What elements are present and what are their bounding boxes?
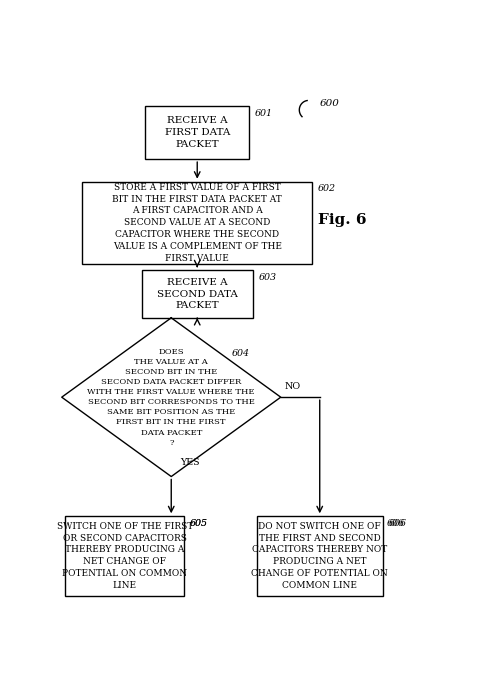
Text: STORE A FIRST VALUE OF A FIRST
BIT IN THE FIRST DATA PACKET AT
A FIRST CAPACITOR: STORE A FIRST VALUE OF A FIRST BIT IN TH… — [113, 183, 282, 262]
Text: RECEIVE A
SECOND DATA
PACKET: RECEIVE A SECOND DATA PACKET — [157, 278, 238, 311]
Text: 605: 605 — [190, 519, 208, 528]
Text: 604: 604 — [231, 348, 250, 357]
Text: RECEIVE A
FIRST DATA
PACKET: RECEIVE A FIRST DATA PACKET — [165, 116, 230, 149]
Text: DO NOT SWITCH ONE OF
THE FIRST AND SECOND
CAPACITORS THEREBY NOT
PRODUCING A NET: DO NOT SWITCH ONE OF THE FIRST AND SECON… — [251, 522, 388, 590]
FancyBboxPatch shape — [82, 181, 312, 264]
FancyBboxPatch shape — [66, 516, 184, 596]
FancyBboxPatch shape — [145, 106, 249, 159]
Text: 605: 605 — [190, 519, 208, 528]
FancyBboxPatch shape — [257, 516, 383, 596]
FancyBboxPatch shape — [142, 270, 253, 318]
Text: DOES
THE VALUE AT A
SECOND BIT IN THE
SECOND DATA PACKET DIFFER
WITH THE FIRST V: DOES THE VALUE AT A SECOND BIT IN THE SE… — [88, 348, 255, 447]
Text: 606: 606 — [387, 519, 405, 528]
Text: Fig. 6: Fig. 6 — [318, 213, 366, 227]
Text: 603: 603 — [259, 273, 276, 282]
Text: 601: 601 — [255, 109, 273, 118]
Text: SWITCH ONE OF THE FIRST
OR SECOND CAPACITORS
THEREBY PRODUCING A
NET CHANGE OF
P: SWITCH ONE OF THE FIRST OR SECOND CAPACI… — [57, 522, 193, 590]
Text: 602: 602 — [318, 184, 336, 193]
Text: NO: NO — [285, 382, 301, 391]
Text: 606: 606 — [388, 519, 406, 528]
Text: YES: YES — [181, 458, 200, 467]
Text: 600: 600 — [320, 99, 340, 108]
